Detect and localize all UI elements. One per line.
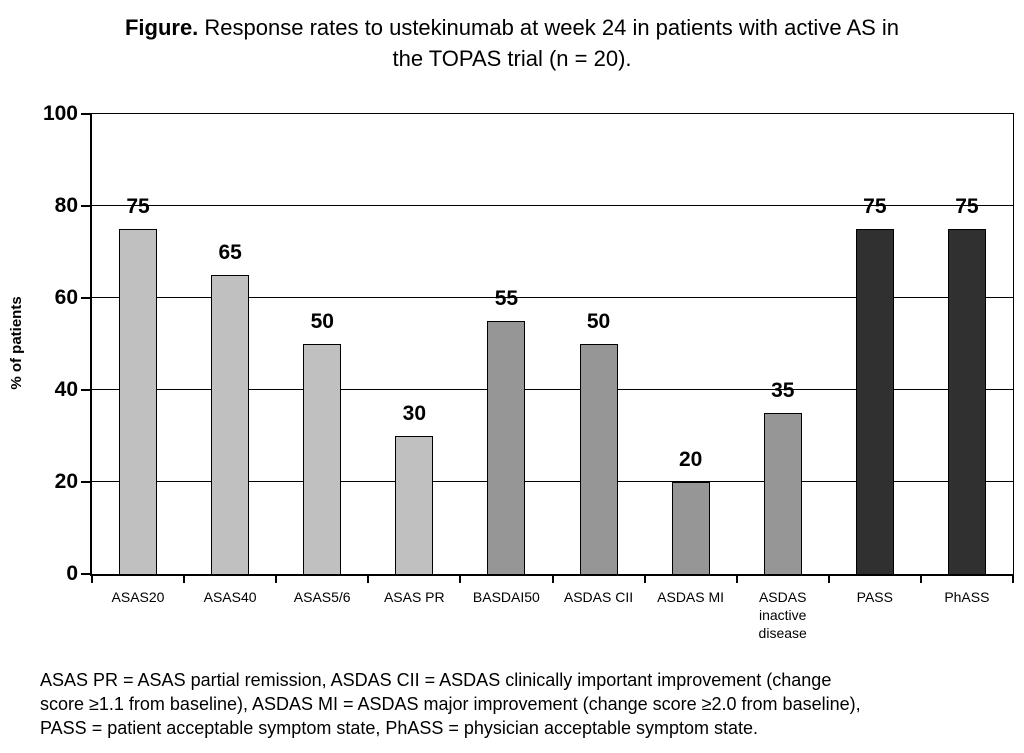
figure-label: Figure. [124,15,199,40]
bar-ASDAS MI [671,482,710,574]
bar-value-label: 35 [771,379,795,402]
bar-value-label: 75 [955,195,979,218]
y-tick-mark [81,389,90,391]
x-tick-mark [827,574,830,583]
figure-title-text: Response rates to ustekinumab at week 24… [204,15,900,40]
bar-value-label: 50 [586,310,611,333]
x-tick-mark [643,574,646,583]
bar-chart-plot-area: 0 20 40 60 80 100 75 65 50 30 55 50 20 35 75 75 ASAS20… [43,103,1014,641]
x-category-label: PASS [856,589,893,605]
footnote-line: PASS = patient acceptable symptom state,… [40,718,759,738]
bar-value-label: 75 [863,195,887,218]
y-tick-label: 60 [54,286,78,309]
x-tick-mark [551,574,554,583]
bar-ASAS5/6 [303,344,342,574]
bar-value-label: 65 [218,241,242,264]
bar-value-label: 20 [678,448,703,471]
y-tick-mark [81,481,90,483]
x-category-label: ASAS40 [203,589,257,605]
gridline-80 [92,205,1013,206]
bar-value-label: 75 [126,195,150,218]
bar-value-label: 50 [310,310,334,333]
footnote: ASAS PR = ASAS partial remission, ASDAS … [40,668,1000,740]
footnote-line: ASAS PR = ASAS partial remission, ASDAS … [40,670,832,690]
bar-value-label: 55 [494,287,519,310]
bar-ASAS40 [211,275,250,574]
bar-PhASS [947,229,986,574]
gridline-60 [92,297,1013,298]
x-tick-mark [1012,574,1014,583]
y-tick-label: 100 [42,102,78,125]
x-category-label: ASAS20 [111,589,165,605]
y-tick-mark [81,573,90,575]
bar-ASDAS CII [579,344,618,574]
y-tick-label: 0 [66,562,78,585]
y-tick-label: 20 [54,470,78,493]
y-tick-mark [81,113,90,115]
x-tick-mark [919,574,922,583]
x-category-label: ASAS PR [383,589,445,605]
x-tick-mark [735,574,738,583]
x-category-label: ASDAS MI [657,589,725,605]
figure-title: Figure. Response rates to ustekinumab at… [0,12,1024,74]
x-tick-mark [459,574,462,583]
bar-BASDAI50 [487,321,526,574]
y-tick-label: 40 [54,378,78,401]
footnote-line: score ≥1.1 from baseline), ASDAS MI = AS… [40,694,861,714]
bar-ASAS20 [119,229,158,574]
y-tick-mark [81,205,90,207]
bar-PASS [855,229,894,574]
figure-title-line2: the TOPAS trial (n = 20). [392,46,632,71]
y-tick-mark [81,297,90,299]
x-category-label: ASAS5/6 [293,589,351,605]
y-tick-label: 80 [54,194,78,217]
x-tick-mark [91,574,93,583]
x-tick-mark [275,574,278,583]
x-category-label: ASDAS inactive disease [758,589,807,641]
x-tick-mark [183,574,186,583]
x-category-label: BASDAI50 [472,589,540,605]
bar-value-label: 30 [402,402,427,425]
bar-ASAS PR [395,436,434,574]
bar-ASDAS inactive disease [763,413,802,574]
x-category-label: ASDAS CII [563,589,634,605]
x-tick-mark [367,574,370,583]
x-category-label: PhASS [944,589,990,605]
gridline-20 [92,481,1013,482]
figure-title-line1: Figure. Response rates to ustekinumab at… [0,12,1024,43]
gridline-40 [92,389,1013,390]
